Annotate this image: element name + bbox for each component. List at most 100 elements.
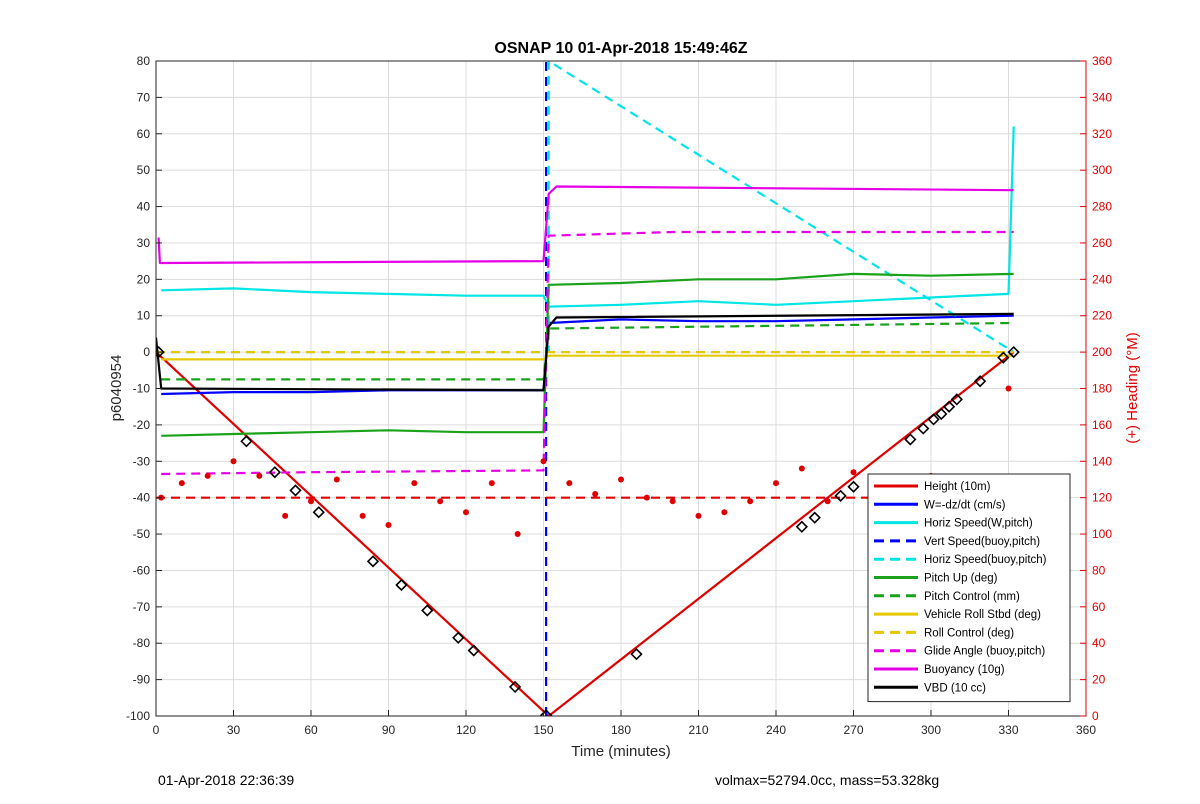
- heading-point: [230, 458, 237, 465]
- y2-tick-label: 240: [1092, 272, 1112, 286]
- y2-tick-label: 180: [1092, 382, 1112, 396]
- heading-point: [411, 480, 418, 487]
- y2-tick-label: 0: [1092, 709, 1099, 723]
- series-line-5: [161, 272, 1014, 437]
- heading-point: [540, 458, 547, 465]
- depth-marker: [950, 393, 963, 406]
- y2-tick-label: 60: [1092, 600, 1106, 614]
- legend-entry-2: Horiz Speed(W,pitch): [924, 518, 1033, 530]
- x-tick-label: 330: [998, 723, 1018, 737]
- footer-volmax-mass: volmax=52794.0cc, mass=53.328kg: [715, 772, 940, 788]
- y-tick-label: 30: [137, 236, 151, 250]
- heading-point: [437, 498, 444, 505]
- y-tick-label: -100: [126, 709, 150, 723]
- x-tick-label: 150: [533, 723, 553, 737]
- footer-timestamp: 01-Apr-2018 22:36:39: [158, 772, 295, 788]
- depth-marker: [268, 466, 281, 479]
- y2-tick-label: 300: [1092, 163, 1112, 177]
- x-tick-label: 240: [766, 723, 786, 737]
- depth-marker: [156, 345, 165, 359]
- y-tick-label: 50: [137, 163, 151, 177]
- legend-entry-6: Pitch Control (mm): [924, 591, 1020, 603]
- legend-entry-1: W=-dz/dt (cm/s): [924, 499, 1006, 511]
- y-axis-label: p6040954: [108, 355, 125, 422]
- legend-entry-8: Roll Control (deg): [924, 627, 1014, 639]
- y-tick-label: 10: [137, 309, 151, 323]
- y2-tick-label: 20: [1092, 673, 1106, 687]
- heading-point: [618, 476, 624, 483]
- y-tick-label: -80: [133, 636, 151, 650]
- y2-tick-label: 140: [1092, 454, 1112, 468]
- heading-point: [282, 512, 289, 519]
- heading-point: [643, 494, 650, 501]
- depth-marker: [289, 484, 302, 497]
- heading-point: [566, 480, 573, 487]
- depth-marker: [942, 400, 956, 413]
- y2-tick-label: 260: [1092, 236, 1112, 250]
- depth-marker: [539, 709, 553, 716]
- heading-point: [333, 476, 340, 483]
- series-line-11: [156, 312, 1014, 392]
- legend-entry-11: VBD (10 cc): [924, 682, 986, 694]
- x-tick-label: 270: [843, 723, 863, 737]
- depth-marker: [935, 407, 948, 421]
- axis-ticks: 0 30 60 90 120 150 180 210 240 270 300 330 360-100-9…: [126, 54, 1112, 737]
- x-axis-label: Time (minutes): [571, 743, 670, 760]
- depth-marker: [421, 604, 434, 617]
- legend-entry-4: Horiz Speed(buoy,pitch): [924, 554, 1047, 566]
- y2-tick-label: 360: [1092, 54, 1112, 68]
- y2-tick-label: 220: [1092, 309, 1112, 323]
- y-tick-label: -30: [133, 454, 151, 468]
- x-tick-label: 90: [382, 723, 396, 737]
- y2-tick-label: 340: [1092, 90, 1112, 104]
- y-tick-label: 40: [137, 200, 151, 214]
- depth-marker: [630, 648, 643, 661]
- y2-tick-label: 40: [1092, 636, 1106, 650]
- depth-marker: [452, 631, 465, 644]
- series-line-10: [157, 185, 1014, 265]
- heading-point: [204, 472, 211, 479]
- legend-entry-0: Height (10m): [924, 481, 991, 493]
- y2-tick-label: 320: [1092, 127, 1112, 141]
- y-tick-label: -50: [133, 527, 151, 541]
- x-tick-label: 120: [456, 723, 476, 737]
- depth-marker: [834, 489, 847, 502]
- legend-entry-7: Vehicle Roll Stbd (deg): [924, 609, 1041, 621]
- y2-tick-label: 100: [1092, 527, 1112, 541]
- heading-point: [256, 472, 263, 479]
- depth-marker: [927, 413, 940, 426]
- y-tick-label: -20: [133, 418, 151, 432]
- depth-marker: [312, 506, 325, 519]
- y2-tick-label: 120: [1092, 491, 1112, 505]
- y-tick-label: 20: [137, 272, 151, 286]
- heading-point: [592, 491, 599, 498]
- y2-tick-label: 280: [1092, 200, 1112, 214]
- legend-entry-10: Buoyancy (10g): [924, 664, 1005, 676]
- x-tick-label: 210: [688, 723, 708, 737]
- x-tick-label: 0: [153, 723, 160, 737]
- y-tick-label: 0: [143, 345, 150, 359]
- depth-marker: [366, 555, 380, 568]
- y2-axis-label: (+) Heading (°M): [1124, 332, 1141, 443]
- y-tick-label: -60: [133, 563, 151, 577]
- depth-marker: [917, 422, 930, 435]
- heading-point: [824, 498, 831, 505]
- x-tick-label: 300: [921, 723, 941, 737]
- x-tick-label: 180: [611, 723, 631, 737]
- x-tick-label: 30: [227, 723, 241, 737]
- depth-marker: [795, 520, 808, 533]
- heading-point: [669, 498, 676, 505]
- series-layer: [156, 61, 1020, 716]
- depth-marker: [973, 375, 987, 388]
- depth-marker: [904, 433, 917, 446]
- y-tick-label: 70: [137, 90, 151, 104]
- heading-point: [463, 509, 469, 516]
- x-tick-label: 360: [1076, 723, 1096, 737]
- legend-entry-3: Vert Speed(buoy,pitch): [924, 536, 1040, 548]
- heading-point: [359, 512, 366, 519]
- heading-point: [695, 512, 702, 519]
- series-line-2: [161, 126, 1015, 308]
- heading-point: [798, 465, 805, 472]
- heading-point: [308, 498, 314, 505]
- depth-marker: [1007, 345, 1020, 359]
